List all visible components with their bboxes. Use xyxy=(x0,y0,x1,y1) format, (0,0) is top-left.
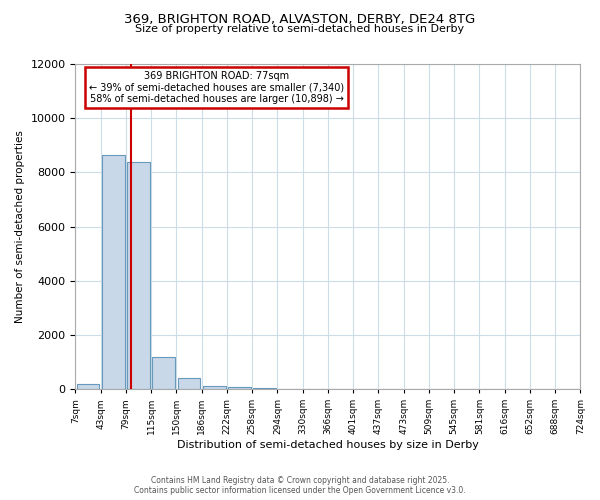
Bar xyxy=(253,388,276,389)
X-axis label: Distribution of semi-detached houses by size in Derby: Distribution of semi-detached houses by … xyxy=(177,440,479,450)
Bar xyxy=(102,154,125,389)
Bar xyxy=(178,378,200,389)
Text: Contains HM Land Registry data © Crown copyright and database right 2025.
Contai: Contains HM Land Registry data © Crown c… xyxy=(134,476,466,495)
Bar xyxy=(77,384,100,389)
Text: 369 BRIGHTON ROAD: 77sqm
← 39% of semi-detached houses are smaller (7,340)
58% o: 369 BRIGHTON ROAD: 77sqm ← 39% of semi-d… xyxy=(89,70,344,104)
Bar xyxy=(127,162,150,389)
Text: Size of property relative to semi-detached houses in Derby: Size of property relative to semi-detach… xyxy=(136,24,464,34)
Y-axis label: Number of semi-detached properties: Number of semi-detached properties xyxy=(15,130,25,323)
Text: 369, BRIGHTON ROAD, ALVASTON, DERBY, DE24 8TG: 369, BRIGHTON ROAD, ALVASTON, DERBY, DE2… xyxy=(124,12,476,26)
Bar xyxy=(203,386,226,389)
Bar xyxy=(152,356,175,389)
Bar xyxy=(228,387,251,389)
